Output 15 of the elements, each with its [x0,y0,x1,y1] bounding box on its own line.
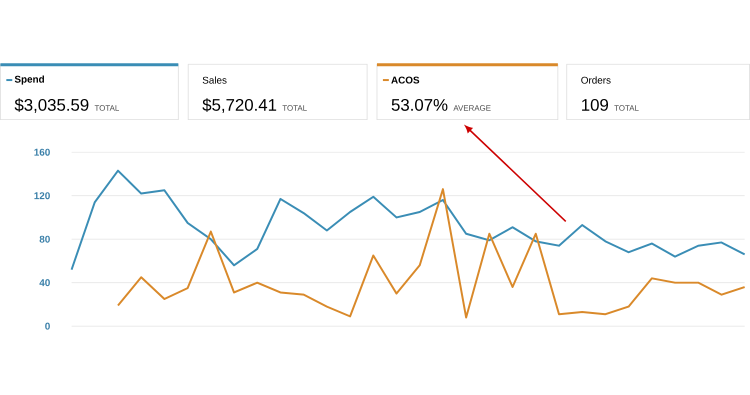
y-tick-label: 0 [45,322,50,330]
text: 53.07% [392,98,448,111]
legend-label: ACOS [391,76,420,84]
text: Orders [581,76,611,84]
line-series [70,170,746,270]
text: $3,035.59 [14,98,88,113]
y-tick-label: 40 [39,279,50,286]
text: $5,720.41 [202,98,276,113]
line-series [116,188,746,318]
text: 109 [582,98,608,111]
legend-label: Spend [14,75,44,84]
y-tick-label: 120 [34,192,50,200]
y-tick-label: 80 [40,236,50,243]
y-tick-label: 160 [34,148,50,156]
text: Sales [202,76,227,84]
